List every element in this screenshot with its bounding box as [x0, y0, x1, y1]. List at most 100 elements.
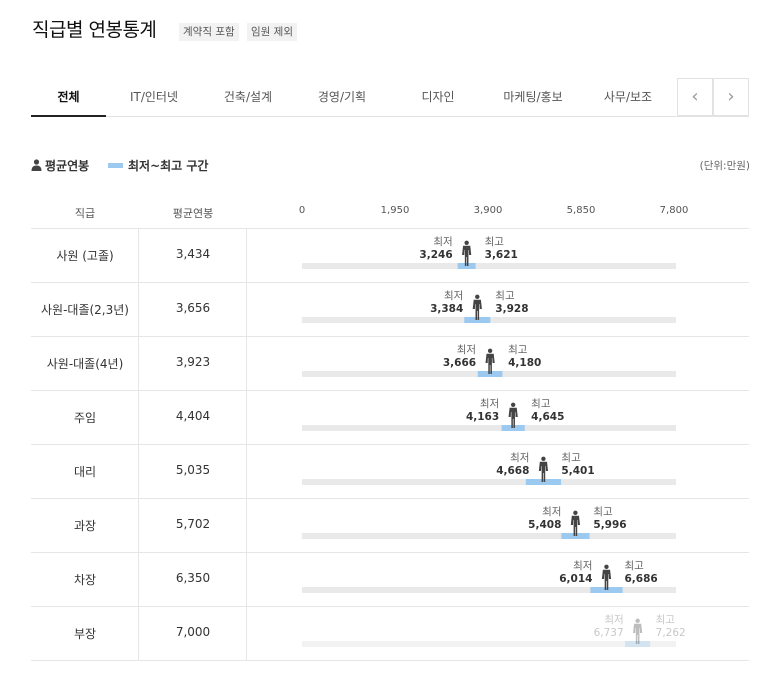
avg-person-marker — [472, 294, 482, 320]
tab-it[interactable]: IT/인터넷 — [129, 90, 179, 104]
unit-label: (단위:만원) — [699, 160, 750, 172]
max-value-label: 7,262 — [656, 627, 686, 639]
rank-label: 과장 — [73, 519, 97, 533]
tab-marketing[interactable]: 마케팅/홍보 — [503, 90, 563, 104]
max-value-label: 4,645 — [531, 411, 564, 423]
chevron-left-icon: ‹ — [691, 86, 699, 107]
row-divider — [31, 444, 749, 445]
max-label: 최고 — [593, 506, 613, 518]
badge-contract: 계약직 포함 — [179, 23, 239, 41]
min-label: 최저 — [480, 398, 499, 410]
next-tab-button[interactable]: › — [713, 78, 749, 116]
avg-person-marker — [508, 402, 518, 428]
min-label: 최저 — [444, 290, 463, 302]
legend-range: 최저~최고 구간 — [108, 157, 208, 174]
x-tick-label: 0 — [298, 205, 306, 216]
range-bar — [464, 317, 491, 323]
range-bar — [525, 479, 561, 485]
rank-label: 사원-대졸(2,3년) — [41, 303, 129, 317]
row-divider — [31, 390, 749, 391]
range-track — [302, 533, 676, 539]
avg-salary-value: 5,702 — [175, 517, 211, 531]
min-label: 최저 — [604, 614, 623, 626]
badge-exclude-exec: 임원 제외 — [247, 23, 297, 41]
table-top-divider — [31, 228, 749, 229]
range-bar — [590, 587, 623, 593]
avg-salary-value: 4,404 — [175, 409, 211, 423]
prev-tab-button[interactable]: ‹ — [677, 78, 713, 116]
page-title: 직급별 연봉통계 — [32, 19, 157, 41]
avg-salary-value: 6,350 — [175, 571, 211, 585]
min-value-label: 6,737 — [594, 627, 624, 639]
min-label: 최저 — [573, 560, 592, 572]
range-track — [302, 587, 676, 593]
row-divider — [31, 660, 749, 661]
tab-office[interactable]: 사무/보조 — [603, 90, 653, 104]
legend-avg: 평균연봉 — [31, 157, 89, 174]
max-label: 최고 — [508, 344, 528, 356]
max-value-label: 6,686 — [624, 573, 657, 585]
rank-label: 사원 (고졸) — [56, 249, 114, 263]
header-avg: 평균연봉 — [172, 207, 214, 220]
row-divider — [31, 498, 749, 499]
avg-person-marker — [601, 564, 612, 590]
max-value-label: 3,621 — [485, 249, 518, 261]
range-track — [302, 425, 676, 431]
x-tick-label: 5,850 — [566, 205, 596, 216]
row-divider — [31, 606, 749, 607]
range-bar — [457, 263, 476, 269]
min-label: 최저 — [433, 236, 452, 248]
min-value-label: 3,384 — [430, 303, 463, 315]
min-label: 최저 — [457, 344, 476, 356]
avg-salary-value: 3,434 — [175, 247, 211, 261]
avg-person-marker — [538, 456, 549, 482]
max-label: 최고 — [624, 560, 644, 572]
range-swatch-icon — [108, 163, 123, 168]
range-track — [302, 263, 676, 269]
tab-design[interactable]: 디자인 — [421, 90, 455, 104]
range-bar — [501, 425, 525, 431]
max-label: 최고 — [495, 290, 515, 302]
x-tick-label: 1,950 — [380, 205, 410, 216]
row-divider — [31, 552, 749, 553]
person-icon — [31, 159, 42, 171]
min-value-label: 4,668 — [496, 465, 529, 477]
rank-label: 주임 — [73, 411, 97, 425]
min-label: 최저 — [510, 452, 529, 464]
min-value-label: 3,246 — [419, 249, 452, 261]
max-label: 최고 — [656, 614, 676, 626]
x-tick-label: 7,800 — [659, 205, 689, 216]
avg-person-marker — [462, 240, 472, 266]
rank-label: 사원-대졸(4년) — [46, 357, 124, 371]
range-bar — [477, 371, 503, 377]
max-value-label: 5,401 — [561, 465, 594, 477]
max-value-label: 4,180 — [508, 357, 541, 369]
avg-salary-value: 3,656 — [175, 301, 211, 315]
range-track — [302, 641, 676, 647]
rank-label: 차장 — [73, 573, 97, 587]
avg-person-marker — [570, 510, 581, 536]
rank-label: 부장 — [73, 627, 97, 641]
max-value-label: 3,928 — [495, 303, 528, 315]
range-bar — [625, 641, 651, 647]
avg-salary-value: 5,035 — [175, 463, 211, 477]
tab-architecture[interactable]: 건축/설계 — [223, 90, 273, 104]
max-value-label: 5,996 — [593, 519, 626, 531]
max-label: 최고 — [531, 398, 551, 410]
avg-person-marker — [633, 618, 643, 644]
range-track — [302, 479, 676, 485]
x-tick-label: 3,900 — [473, 205, 503, 216]
rank-label: 대리 — [73, 465, 97, 479]
tab-all[interactable]: 전체 — [31, 78, 106, 117]
legend-avg-label: 평균연봉 — [45, 159, 90, 173]
range-bar — [561, 533, 590, 539]
avg-person-marker — [485, 348, 495, 374]
max-label: 최고 — [485, 236, 505, 248]
legend-range-label: 최저~최고 구간 — [128, 159, 209, 173]
avg-salary-value: 3,923 — [175, 355, 211, 369]
min-label: 최저 — [542, 506, 561, 518]
min-value-label: 5,408 — [528, 519, 561, 531]
tab-management[interactable]: 경영/기획 — [317, 90, 367, 104]
max-label: 최고 — [561, 452, 581, 464]
